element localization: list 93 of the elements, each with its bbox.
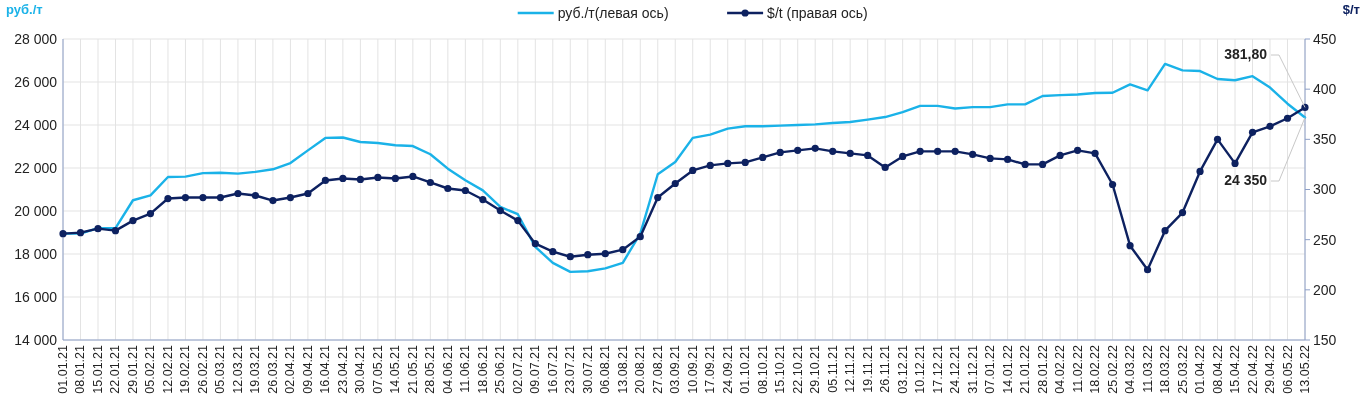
x-tick-label: 03.12.21 (895, 344, 910, 394)
y2-tick-label: 200 (1313, 281, 1337, 298)
x-tick-label: 28.01.22 (1035, 344, 1050, 394)
x-tick-label: 11.02.22 (1070, 344, 1085, 393)
x-tick-label: 06.08.21 (598, 344, 613, 394)
x-tick-label: 08.10.21 (755, 344, 770, 394)
x-tick-label: 15.04.22 (1228, 344, 1243, 394)
x-tick-label: 25.02.22 (1105, 344, 1120, 394)
x-tick-label: 17.12.21 (930, 344, 945, 394)
x-tick-label: 01.01.21 (56, 344, 70, 394)
x-tick-label: 19.11.21 (860, 344, 875, 393)
x-tick-label: 29.01.21 (125, 344, 140, 394)
x-tick-label: 22.04.22 (1245, 344, 1260, 394)
x-tick-label: 04.02.22 (1053, 344, 1068, 394)
x-tick-label: 15.10.21 (773, 344, 788, 394)
y-tick-label: 26 000 (14, 73, 58, 90)
data-label: 24 350 (1224, 172, 1268, 188)
x-tick-label: 22.10.21 (790, 344, 805, 394)
x-tick-label: 02.07.21 (510, 344, 525, 394)
y2-tick-label: 300 (1313, 181, 1337, 198)
x-tick-label: 07.05.21 (370, 344, 385, 394)
y-tick-label: 18 000 (14, 245, 58, 262)
x-tick-label: 28.05.21 (423, 344, 438, 394)
x-tick-label: 08.01.21 (73, 344, 88, 394)
x-tick-label: 12.03.21 (230, 344, 245, 394)
x-tick-label: 21.01.22 (1018, 344, 1033, 394)
x-tick-label: 19.03.21 (248, 344, 263, 394)
x-tick-label: 21.05.21 (405, 344, 420, 394)
x-tick-label: 25.06.21 (493, 344, 508, 394)
x-tick-label: 29.10.21 (808, 344, 823, 394)
x-tick-label: 18.02.22 (1088, 344, 1103, 394)
x-tick-label: 14.05.21 (388, 344, 403, 394)
y-tick-label: 22 000 (14, 159, 58, 176)
x-tick-label: 05.11.21 (825, 344, 840, 393)
x-tick-label: 14.01.22 (1000, 344, 1015, 394)
y2-tick-label: 250 (1313, 231, 1337, 248)
x-tick-label: 16.04.21 (318, 344, 333, 394)
x-tick-label: 04.03.22 (1123, 344, 1138, 394)
x-tick-label: 01.04.22 (1193, 344, 1208, 394)
x-tick-label: 16.07.21 (545, 344, 560, 394)
x-tick-label: 23.04.21 (335, 344, 350, 394)
y-tick-label: 24 000 (14, 116, 58, 133)
x-tick-label: 15.01.21 (90, 344, 105, 394)
y-axis-title: руб./т (6, 2, 43, 17)
x-tick-label: 24.09.21 (720, 344, 735, 394)
x-tick-label: 20.08.21 (633, 344, 648, 394)
y2-axis-title: $/т (1342, 2, 1360, 17)
x-tick-label: 25.03.22 (1175, 344, 1190, 394)
x-tick-label: 08.04.22 (1210, 344, 1225, 394)
x-tick-label: 02.04.21 (283, 344, 298, 394)
x-tick-label: 07.01.22 (983, 344, 998, 394)
legend-label: руб./т(левая ось) (557, 4, 669, 21)
x-tick-label: 27.08.21 (650, 344, 665, 394)
x-tick-label: 05.03.21 (213, 344, 228, 394)
x-tick-label: 31.12.21 (965, 344, 980, 394)
x-tick-label: 30.04.21 (353, 344, 368, 394)
x-tick-label: 24.12.21 (948, 344, 963, 394)
x-tick-label: 22.01.21 (108, 344, 123, 394)
x-tick-label: 10.12.21 (913, 344, 928, 394)
y2-tick-label: 350 (1313, 131, 1337, 148)
x-tick-label: 18.06.21 (475, 344, 490, 394)
data-label: 381,80 (1224, 46, 1268, 62)
x-tick-label: 09.07.21 (528, 344, 543, 394)
y2-tick-label: 150 (1313, 331, 1337, 348)
y-tick-label: 20 000 (14, 202, 58, 219)
x-tick-label: 12.11.21 (843, 344, 858, 393)
x-tick-label: 05.02.21 (143, 344, 158, 394)
x-tick-label: 13.05.22 (1298, 344, 1312, 394)
x-tick-label: 10.09.21 (685, 344, 700, 394)
x-tick-label: 13.08.21 (615, 344, 630, 394)
y-tick-label: 16 000 (14, 288, 58, 305)
x-tick-label: 09.04.21 (300, 344, 315, 394)
x-tick-label: 11.03.22 (1140, 344, 1155, 393)
x-tick-label: 01.10.21 (738, 344, 753, 394)
y2-tick-label: 450 (1313, 30, 1337, 47)
x-tick-label: 19.02.21 (178, 344, 193, 394)
x-tick-label: 11.06.21 (458, 344, 473, 393)
x-tick-label: 12.02.21 (160, 344, 175, 394)
x-tick-label: 04.06.21 (440, 344, 455, 394)
x-tick-label: 06.05.22 (1280, 344, 1295, 394)
legend-label: $/t (правая ось) (767, 4, 868, 21)
x-tick-label: 29.04.22 (1263, 344, 1278, 394)
y-tick-label: 14 000 (14, 331, 58, 348)
x-tick-label: 26.02.21 (195, 344, 210, 394)
y2-tick-label: 400 (1313, 81, 1337, 98)
x-tick-label: 30.07.21 (580, 344, 595, 394)
x-tick-label: 23.07.21 (563, 344, 578, 394)
x-tick-label: 26.03.21 (265, 344, 280, 394)
x-tick-label: 18.03.22 (1158, 344, 1173, 394)
y-tick-label: 28 000 (14, 30, 58, 47)
x-tick-label: 17.09.21 (703, 344, 718, 394)
x-tick-label: 03.09.21 (668, 344, 683, 394)
x-tick-label: 26.11.21 (878, 344, 893, 393)
